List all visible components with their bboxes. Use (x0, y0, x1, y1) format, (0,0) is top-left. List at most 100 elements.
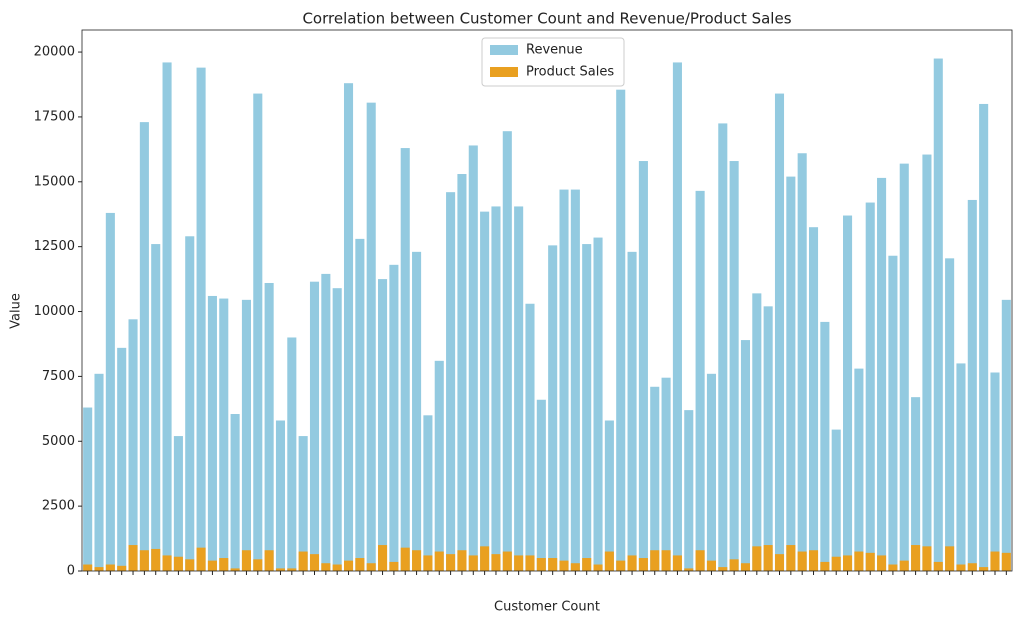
bar (117, 565, 127, 571)
bar (706, 560, 716, 571)
bar (945, 258, 955, 571)
bar (945, 546, 955, 571)
bar (808, 227, 819, 571)
bar (185, 236, 195, 571)
bar (173, 556, 183, 571)
bar (287, 568, 297, 571)
bar (491, 554, 501, 571)
bar (638, 161, 648, 571)
bar (593, 237, 603, 571)
bar (400, 547, 410, 571)
bar (185, 559, 195, 571)
bar (298, 436, 308, 571)
bar (831, 556, 841, 571)
bar (922, 546, 932, 571)
bar (173, 436, 183, 571)
bar (536, 399, 546, 571)
bar (162, 555, 172, 571)
bar (877, 177, 887, 571)
bar (355, 558, 365, 571)
plot-frame (81, 29, 1013, 572)
bar (378, 279, 388, 571)
bar (911, 397, 921, 571)
bar (389, 264, 399, 571)
y-tick-label: 15000 (34, 174, 75, 189)
bar (593, 564, 603, 571)
bar (820, 561, 830, 571)
bar (434, 360, 444, 571)
y-tick-label: 5000 (42, 434, 75, 449)
bar (412, 550, 422, 571)
bar (899, 560, 909, 571)
bar (786, 176, 796, 571)
legend-swatch (490, 67, 518, 77)
bar (275, 420, 286, 571)
bar (480, 546, 490, 571)
bar (548, 245, 558, 571)
bar (83, 564, 93, 571)
bar (967, 199, 977, 571)
legend-swatch (490, 45, 518, 55)
bar (911, 545, 921, 571)
bar (718, 123, 728, 572)
bar (956, 564, 966, 571)
bar (638, 558, 648, 571)
bar (332, 288, 342, 571)
bar (525, 555, 535, 571)
bar (899, 163, 909, 571)
x-axis-label: Customer Count (494, 600, 600, 615)
bar (434, 551, 444, 571)
bar (128, 545, 138, 571)
bar (1001, 552, 1011, 571)
bar (468, 555, 478, 571)
bar (446, 554, 456, 571)
bar (740, 340, 751, 571)
bar (309, 281, 320, 571)
bar (400, 148, 410, 572)
bar (548, 558, 558, 571)
bar (729, 161, 739, 571)
bar (241, 550, 251, 571)
bar (820, 321, 830, 571)
bar (423, 555, 433, 571)
bar (321, 273, 331, 571)
bar (298, 551, 308, 571)
bar (684, 410, 694, 571)
bar (309, 554, 320, 571)
bar (94, 373, 104, 571)
bar (219, 298, 229, 571)
bar (706, 373, 716, 571)
bar (774, 93, 785, 571)
bar (514, 206, 524, 571)
bar (196, 67, 206, 571)
bar (979, 103, 989, 571)
bar (480, 211, 490, 572)
bar (774, 554, 785, 571)
chart-title: Correlation between Customer Count and R… (302, 10, 791, 28)
bar (922, 154, 932, 572)
bar (740, 563, 751, 571)
bar (604, 420, 614, 571)
bar (162, 62, 172, 571)
bar (139, 122, 149, 572)
bar (582, 244, 592, 571)
bar (661, 550, 671, 571)
bar (752, 546, 762, 571)
bar (559, 560, 569, 571)
bar (94, 567, 104, 571)
bar (956, 363, 966, 571)
bar (888, 564, 898, 571)
bar (355, 238, 365, 571)
bar (627, 555, 637, 571)
bar (967, 563, 977, 571)
bar (650, 386, 660, 571)
y-tick-label: 7500 (42, 369, 75, 384)
bar (230, 568, 240, 571)
bar (264, 282, 274, 571)
bar (570, 189, 580, 571)
y-tick-label: 12500 (34, 239, 75, 254)
bar (196, 547, 206, 571)
bar (559, 189, 569, 571)
bar (253, 559, 263, 571)
bar (661, 377, 671, 571)
